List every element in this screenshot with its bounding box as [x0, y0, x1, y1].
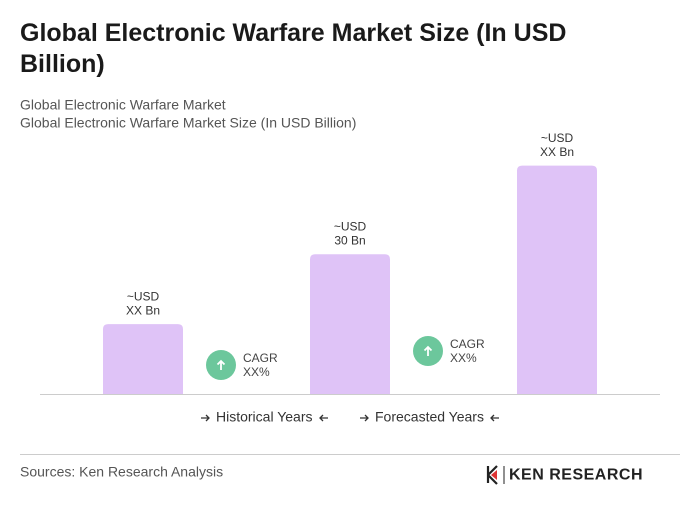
logo: KEN RESEARCH [486, 465, 643, 485]
value-label: XX Bn [126, 303, 160, 317]
up-arrow [216, 359, 226, 370]
arrow-icon [201, 414, 210, 422]
arrow-icon [360, 414, 369, 422]
bar [517, 165, 597, 394]
legend-label: Forecasted Years [375, 409, 484, 425]
cagr-label: CAGR [243, 351, 278, 365]
value-label: ~USD [127, 289, 160, 303]
subtitle: Global Electronic Warfare Market Size (I… [20, 115, 356, 131]
up-arrow [423, 345, 433, 356]
legend: Historical Years Forecasted Years [201, 409, 499, 425]
bar [103, 324, 183, 394]
logo-mark [486, 465, 498, 485]
value-label: 30 Bn [334, 233, 365, 247]
value-label: XX Bn [540, 145, 574, 159]
cagr: CAGR XX% CAGR XX% [206, 336, 485, 380]
bar [310, 254, 390, 394]
logo-text: KEN RESEARCH [509, 467, 643, 484]
cagr-label: CAGR [450, 337, 485, 351]
legend-label: Historical Years [216, 409, 313, 425]
cagr-value: XX% [450, 351, 477, 365]
source: Sources: Ken Research Analysis [20, 464, 223, 480]
value-label: ~USD [541, 131, 574, 145]
arrow-icon [319, 414, 328, 422]
subtitle: Global Electronic Warfare Market [20, 97, 226, 113]
arrow-icon [490, 414, 499, 422]
logo-accent [491, 470, 497, 480]
cagr-value: XX% [243, 365, 270, 379]
value-label: ~USD [334, 219, 367, 233]
chart-title: Global Electronic Warfare Market Size (I… [20, 19, 567, 78]
